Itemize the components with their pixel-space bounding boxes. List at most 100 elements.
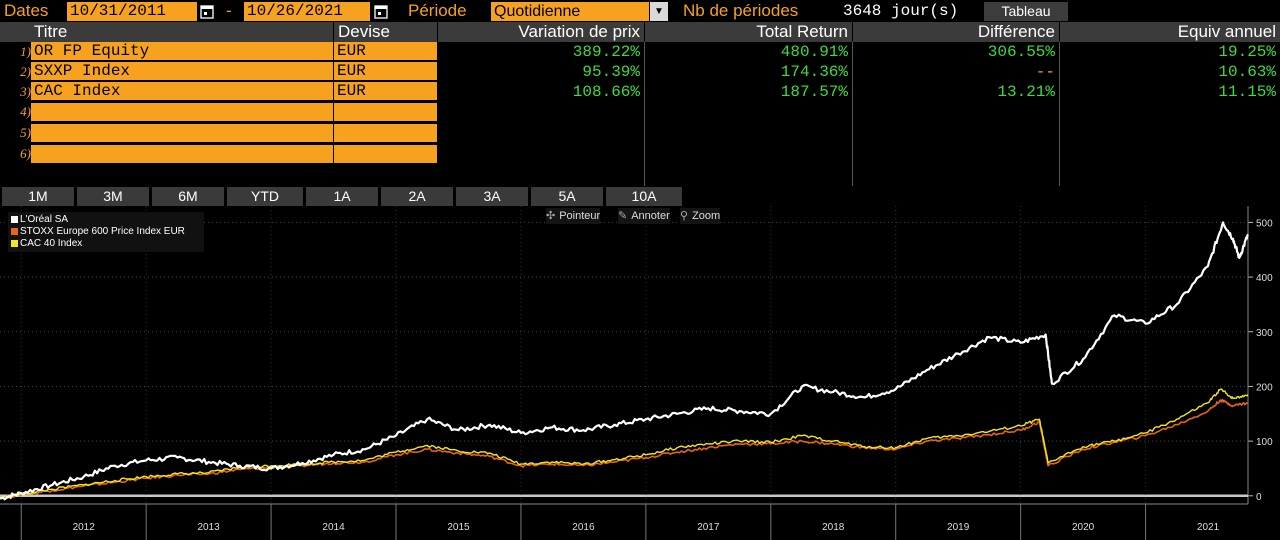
chart-canvas[interactable]: 0 100 200 300 400 500 2012 2013 2014 2015 2016 2017… (0, 206, 1280, 540)
table-row-devise[interactable]: EUR (334, 82, 437, 101)
legend-label: L'Oréal SA (20, 214, 69, 225)
x-tick-label: 2019 (947, 522, 970, 533)
table-row-devise[interactable]: EUR (334, 62, 437, 81)
table-row-variation: 389.22% (572, 43, 640, 61)
column-divider (852, 42, 853, 186)
pointer-tool-label: Pointeur (559, 210, 601, 222)
x-tick-label: 2017 (697, 522, 720, 533)
chart-legend: L'Oréal SA STOXX Europe 600 Price Index … (8, 212, 204, 252)
period-button-ytd[interactable]: YTD (227, 187, 303, 206)
legend-item[interactable]: CAC 40 Index (8, 238, 204, 250)
dates-label: Dates (4, 1, 49, 20)
table-row-titre[interactable]: OR FP Equity (31, 42, 333, 61)
table-row-titre[interactable] (31, 103, 333, 122)
y-tick-label: 300 (1256, 328, 1273, 339)
table-row-total-return: 174.36% (780, 63, 848, 81)
pointer-tool[interactable]: ✣ Pointeur (546, 208, 601, 224)
table-row-total-return: 187.57% (780, 83, 848, 101)
row-number: 1) (20, 44, 31, 59)
table-row-equiv: 10.63% (1218, 63, 1276, 81)
row-number: 4) (20, 104, 31, 119)
table-row-titre[interactable] (31, 145, 333, 164)
legend-item[interactable]: STOXX Europe 600 Price Index EUR (8, 226, 204, 238)
column-divider (644, 42, 645, 186)
header-titre[interactable]: Titre (0, 22, 333, 42)
table-row-variation: 108.66% (572, 83, 640, 101)
table-row-devise[interactable] (334, 103, 437, 122)
performance-chart[interactable]: 0 100 200 300 400 500 2012 2013 2014 2015 2016 2017… (0, 206, 1280, 540)
legend-swatch (11, 228, 18, 235)
x-tick-label: 2015 (447, 522, 470, 533)
zoom-tool-label: Zoom (692, 210, 721, 222)
x-tick-label: 2014 (322, 522, 345, 533)
x-tick-label: 2021 (1197, 522, 1220, 533)
row-number: 5) (20, 125, 31, 140)
column-divider (1059, 42, 1060, 186)
y-tick-label: 400 (1256, 273, 1273, 284)
table-row-difference: 306.55% (987, 43, 1055, 61)
calendar-icon[interactable] (200, 3, 214, 19)
x-tick-label: 2018 (822, 522, 845, 533)
period-button-1m[interactable]: 1M (2, 187, 74, 206)
y-tick-label: 0 (1256, 492, 1262, 503)
header-total-return[interactable]: Total Return (645, 22, 852, 42)
chevron-down-icon[interactable]: ▼ (650, 2, 668, 21)
table-row-equiv: 11.15% (1218, 83, 1276, 101)
series-line-0 (0, 221, 1249, 501)
period-label: Période (408, 1, 467, 20)
table-row-difference: -- (1035, 63, 1055, 81)
table-row-titre[interactable]: CAC Index (31, 82, 333, 101)
series-line-2 (0, 388, 1249, 499)
period-button-3m[interactable]: 3M (77, 187, 149, 206)
table-button[interactable]: Tableau (984, 2, 1068, 21)
x-tick-label: 2013 (197, 522, 220, 533)
table-row-equiv: 19.25% (1218, 43, 1276, 61)
zoom-tool[interactable]: ⚲ Zoom (680, 208, 721, 224)
annotate-tool-label: Annoter (631, 210, 670, 222)
period-select[interactable]: Quotidienne (491, 2, 649, 21)
end-date-field[interactable]: 10/26/2021 (244, 2, 370, 21)
header-equiv-annuel[interactable]: Equiv annuel (1060, 22, 1280, 42)
period-button-10a[interactable]: 10A (606, 187, 682, 206)
period-button-1a[interactable]: 1A (306, 187, 378, 206)
header-difference[interactable]: Différence (853, 22, 1059, 42)
table-row-titre[interactable]: SXXP Index (31, 62, 333, 81)
nb-periods-label: Nb de périodes (683, 1, 799, 20)
table-row-devise[interactable] (334, 145, 437, 164)
header-variation[interactable]: Variation de prix (438, 22, 644, 42)
row-number: 3) (20, 84, 31, 99)
legend-swatch (11, 216, 18, 223)
legend-label: STOXX Europe 600 Price Index EUR (20, 226, 185, 237)
crosshair-icon: ✣ (546, 210, 556, 222)
table-row-difference: 13.21% (997, 83, 1055, 101)
date-separator: - (226, 1, 232, 20)
header-devise[interactable]: Devise (334, 22, 437, 42)
table-row-titre[interactable] (31, 124, 333, 143)
y-tick-label: 200 (1256, 382, 1273, 393)
toolbar: Dates 10/31/2011 - 10/26/2021 Période Qu… (0, 0, 1280, 22)
period-button-3a[interactable]: 3A (456, 187, 528, 206)
pencil-icon: ✎ (618, 210, 628, 222)
row-number: 2) (20, 64, 31, 79)
table-row-devise[interactable]: EUR (334, 42, 437, 61)
table-row-total-return: 480.91% (780, 43, 848, 61)
table-row-variation: 95.39% (582, 63, 640, 81)
y-tick-label: 100 (1256, 437, 1273, 448)
nb-periods-value: 3648 jour(s) (843, 2, 959, 20)
y-tick-label: 500 (1256, 218, 1273, 229)
annotate-tool[interactable]: ✎ Annoter (618, 208, 670, 224)
search-icon: ⚲ (680, 210, 689, 222)
x-tick-label: 2016 (572, 522, 595, 533)
table-row-devise[interactable] (334, 124, 437, 143)
start-date-field[interactable]: 10/31/2011 (67, 2, 197, 21)
legend-item[interactable]: L'Oréal SA (8, 214, 204, 226)
period-button-2a[interactable]: 2A (381, 187, 453, 206)
series-line-1 (0, 398, 1249, 500)
x-tick-label: 2020 (1072, 522, 1095, 533)
calendar-icon[interactable] (374, 3, 388, 19)
x-tick-label: 2012 (73, 522, 96, 533)
period-button-5a[interactable]: 5A (531, 187, 603, 206)
period-button-6m[interactable]: 6M (152, 187, 224, 206)
legend-swatch (11, 240, 18, 247)
comparison-table: Titre Devise Variation de prix Total Ret… (0, 22, 1280, 186)
